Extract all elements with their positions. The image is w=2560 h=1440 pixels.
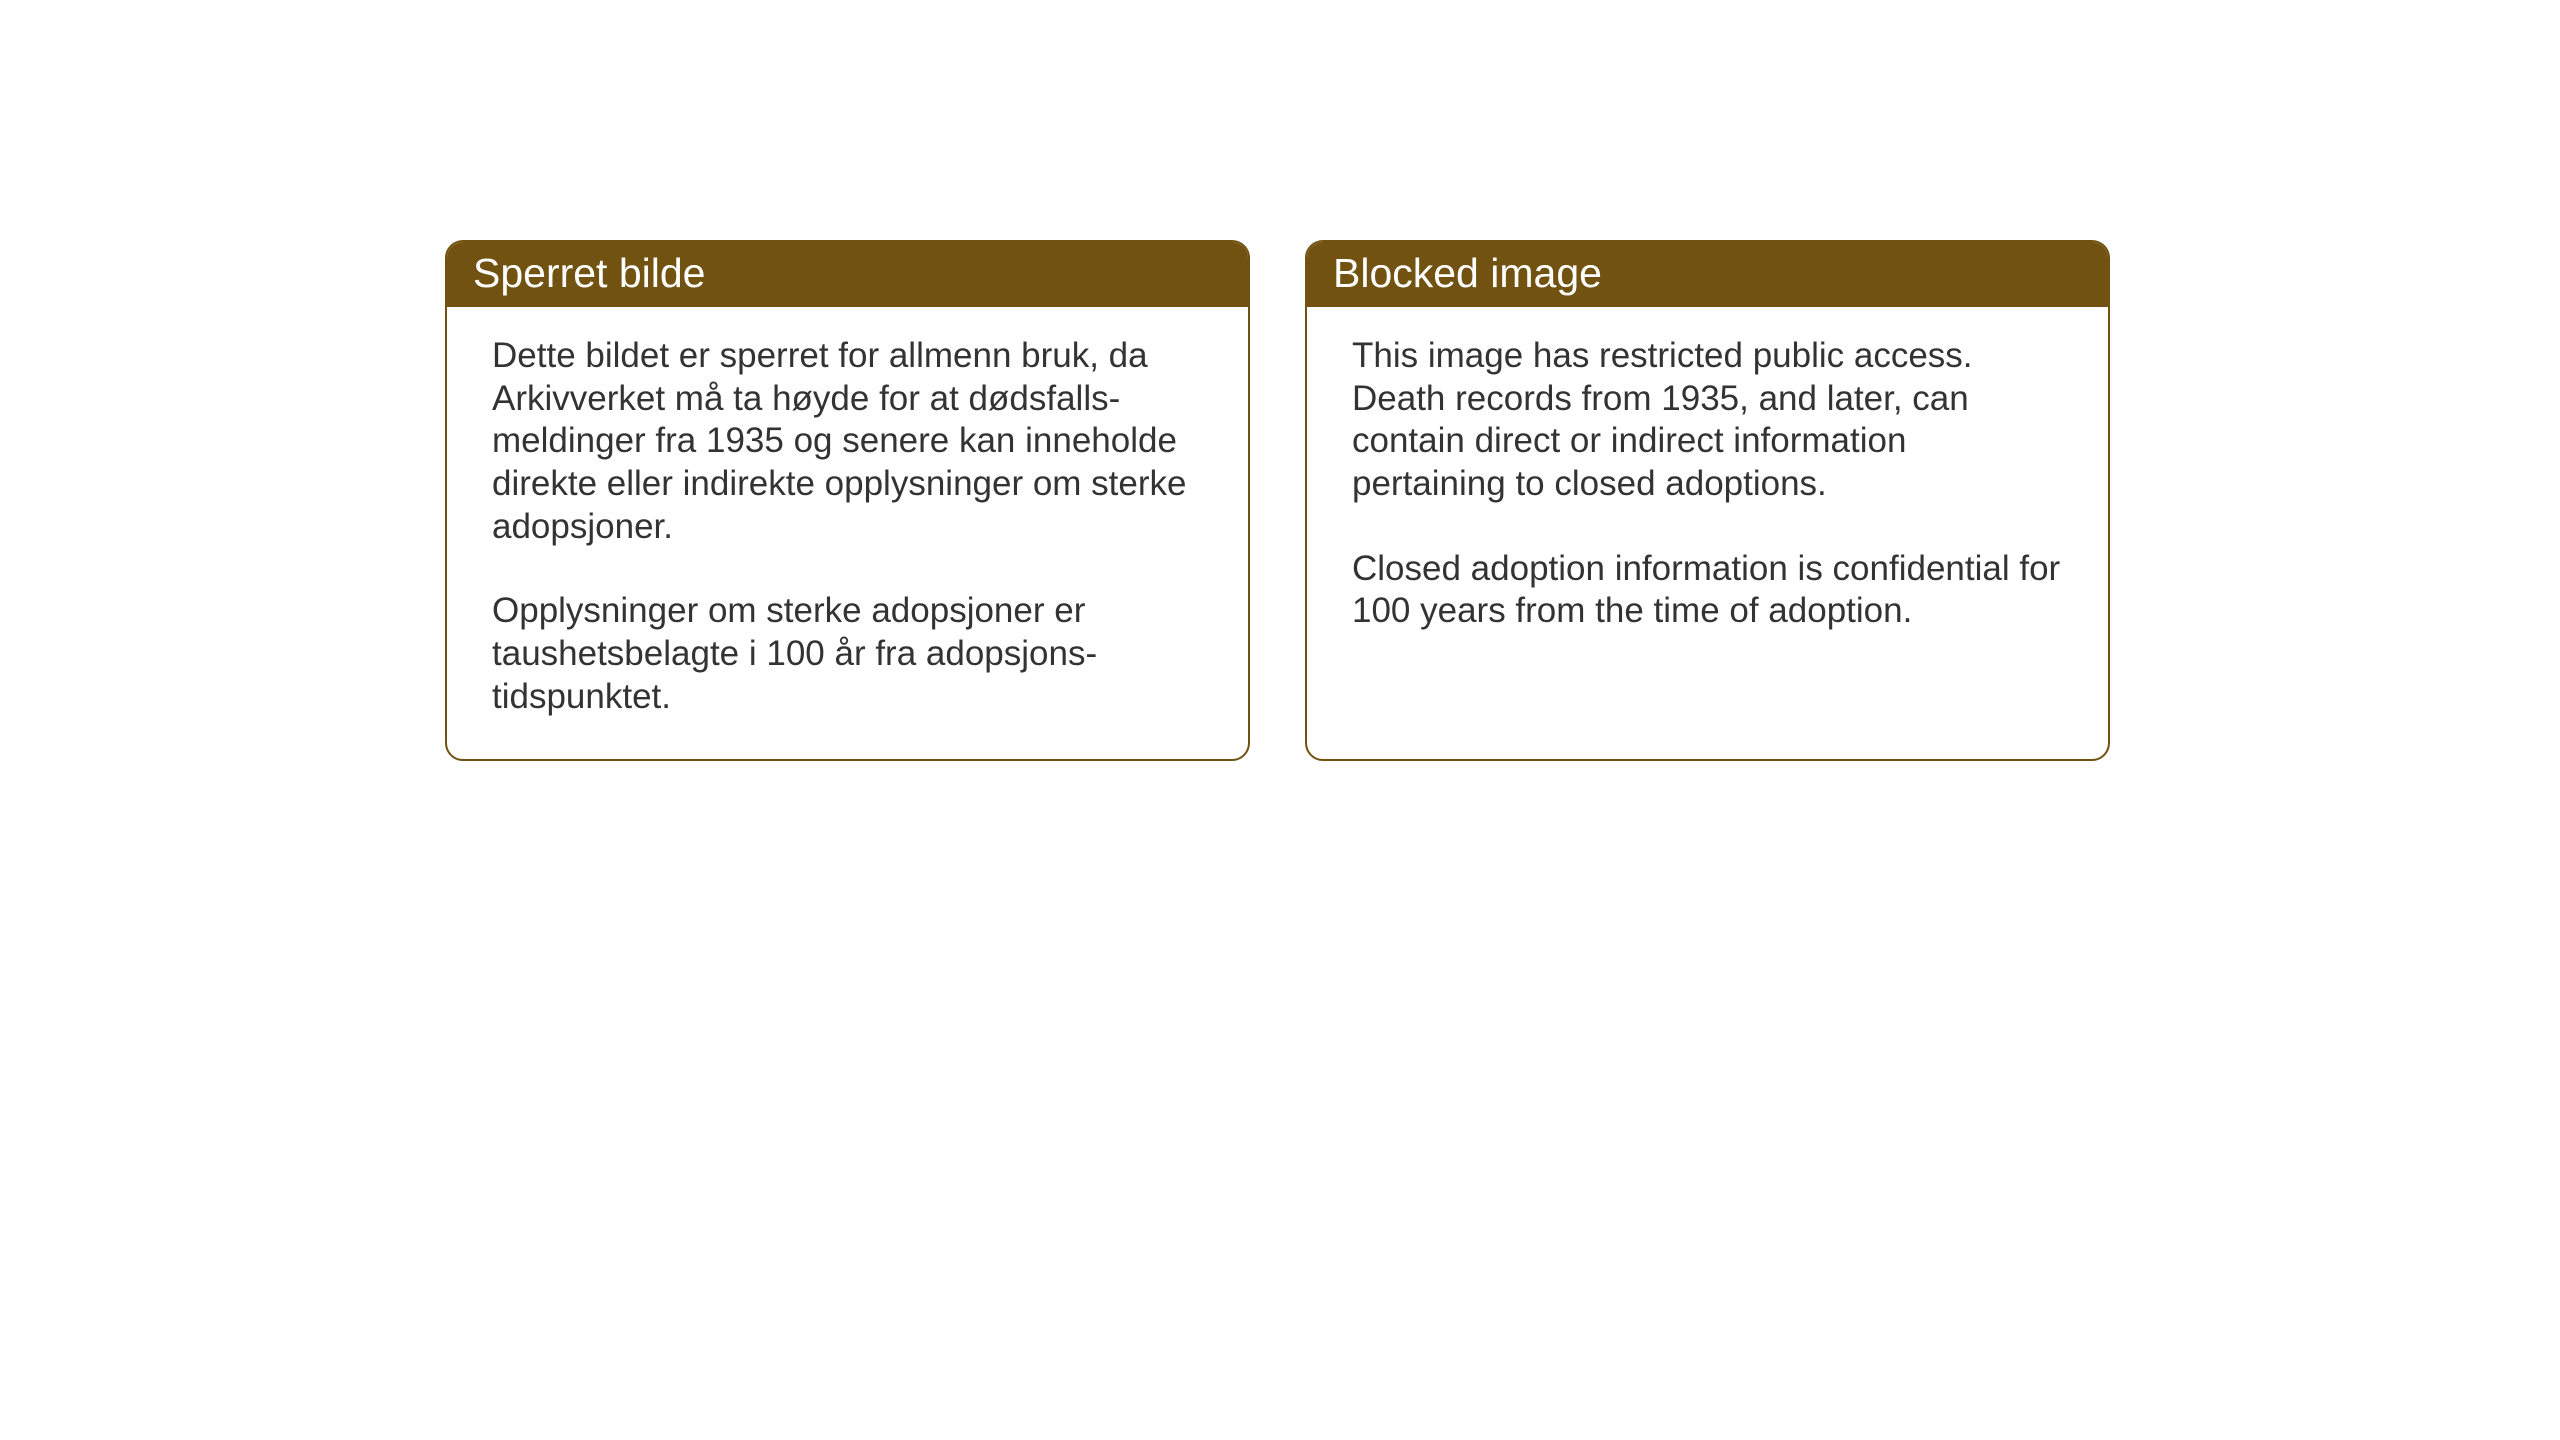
norwegian-card-body: Dette bildet er sperret for allmenn bruk… xyxy=(447,307,1248,759)
english-paragraph-2: Closed adoption information is confident… xyxy=(1352,548,2068,633)
english-card-header: Blocked image xyxy=(1307,242,2108,307)
norwegian-card-header: Sperret bilde xyxy=(447,242,1248,307)
english-paragraph-1: This image has restricted public access.… xyxy=(1352,335,2068,506)
english-card: Blocked image This image has restricted … xyxy=(1305,240,2110,761)
cards-container: Sperret bilde Dette bildet er sperret fo… xyxy=(445,240,2110,761)
norwegian-paragraph-2: Opplysninger om sterke adopsjoner er tau… xyxy=(492,590,1208,718)
english-card-title: Blocked image xyxy=(1333,250,1602,296)
norwegian-card: Sperret bilde Dette bildet er sperret fo… xyxy=(445,240,1250,761)
norwegian-card-title: Sperret bilde xyxy=(473,250,705,296)
norwegian-paragraph-1: Dette bildet er sperret for allmenn bruk… xyxy=(492,335,1208,548)
english-card-body: This image has restricted public access.… xyxy=(1307,307,2108,747)
